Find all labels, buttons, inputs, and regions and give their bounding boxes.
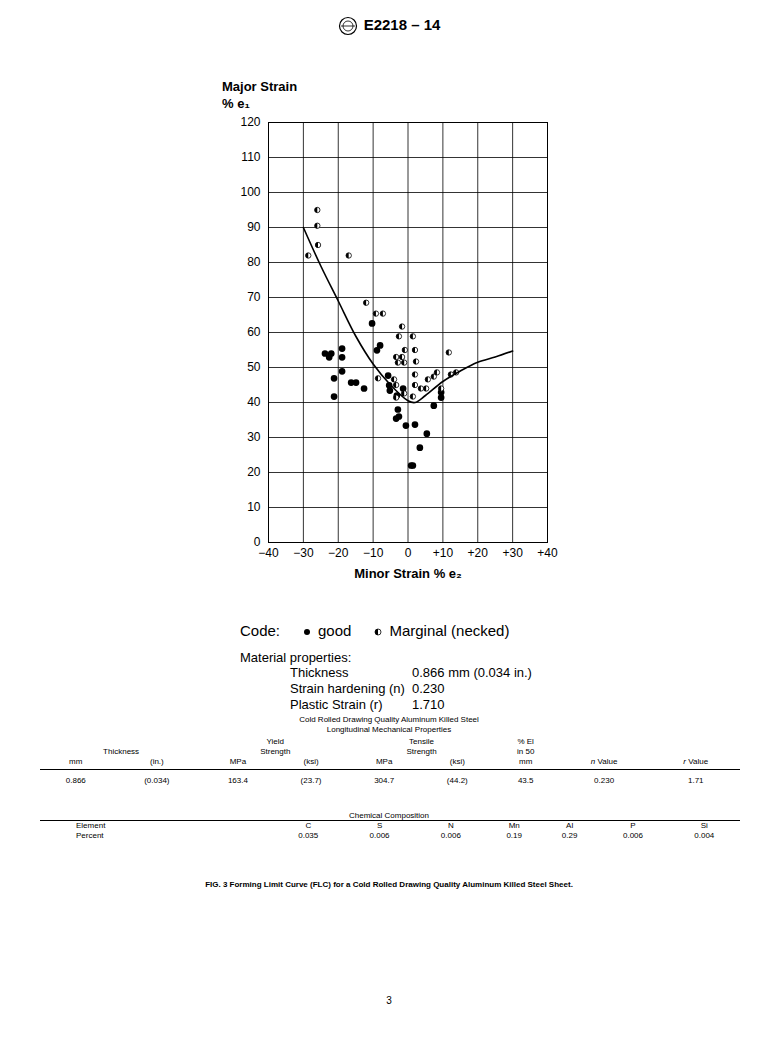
- html-text:N: N: [447, 821, 454, 830]
- html-text:Tensile: Tensile: [409, 737, 434, 746]
- html-text:0.006: 0.006: [440, 831, 461, 840]
- html-text:Yield: Yield: [266, 737, 284, 746]
- html-text:P: P: [630, 821, 636, 830]
- html-text:Chemical Composition: Chemical Composition: [349, 811, 429, 820]
- html-text:0.866 mm (0.034 in.): 0.866 mm (0.034 in.): [412, 665, 532, 680]
- html-text:304.7: 304.7: [374, 776, 395, 785]
- html-text:0.230: 0.230: [594, 776, 615, 785]
- svg-text:80: 80: [247, 255, 261, 269]
- svg-text:100: 100: [240, 185, 260, 199]
- html-text:Strain hardening (n): Strain hardening (n): [290, 681, 405, 696]
- html-text:0.006: 0.006: [369, 831, 390, 840]
- html-text:n Value: n Value: [590, 757, 618, 766]
- html-text:Al: Al: [566, 821, 574, 830]
- svg-text:110: 110: [241, 150, 260, 164]
- html-text:(23.7): (23.7): [300, 776, 322, 785]
- html-text:0.866: 0.866: [65, 776, 86, 785]
- svg-text:0: 0: [405, 546, 412, 560]
- html-text:0.006: 0.006: [623, 831, 643, 840]
- html-text:r Value: r Value: [683, 757, 709, 766]
- html-text:Plastic Strain (r): Plastic Strain (r): [290, 697, 383, 712]
- svg-text:10: 10: [247, 500, 261, 514]
- html-text:Code:: Code:: [240, 622, 280, 639]
- svg-text:+40: +40: [537, 546, 558, 560]
- html-text:3: 3: [386, 995, 392, 1006]
- html-text:Marginal (necked): Marginal (necked): [389, 622, 510, 639]
- html-text:Longitudinal Mechanical Proper: Longitudinal Mechanical Properties: [326, 725, 452, 734]
- html-text:(44.2): (44.2): [446, 776, 468, 785]
- svg-text:50: 50: [247, 360, 261, 374]
- html-text:Strength: Strength: [406, 747, 437, 756]
- svg-text:0: 0: [253, 535, 261, 550]
- html-text:Mn: Mn: [508, 821, 520, 830]
- html-text:Strength: Strength: [260, 747, 291, 756]
- html-text:mm: mm: [69, 757, 83, 766]
- svg-text:40: 40: [247, 395, 261, 409]
- html-text:163.4: 163.4: [227, 776, 248, 785]
- html-text:0.035: 0.035: [298, 831, 319, 840]
- html-text:0.230: 0.230: [412, 681, 445, 696]
- html-text:Si: Si: [700, 821, 708, 830]
- html-text:(ksi): (ksi): [449, 757, 465, 766]
- svg-text:+30: +30: [502, 546, 523, 560]
- html-text:% El: % El: [517, 737, 534, 746]
- html-text:FIG. 3 Forming Limit Curve (FL: FIG. 3 Forming Limit Curve (FLC) for a C…: [205, 880, 573, 889]
- html-text:Minor Strain % e₂: Minor Strain % e₂: [354, 566, 462, 581]
- svg-text:70: 70: [247, 290, 261, 304]
- html-text:S: S: [376, 821, 383, 830]
- html-text:0.004: 0.004: [694, 831, 715, 840]
- html-text:Thickness: Thickness: [290, 665, 349, 680]
- html-text:(in.): (in.): [150, 757, 164, 766]
- html-text:0.19: 0.19: [506, 831, 522, 840]
- svg-text:60: 60: [247, 325, 261, 339]
- html-text:mm: mm: [519, 757, 533, 766]
- svg-text:90: 90: [247, 220, 261, 234]
- svg-text:−30: −30: [293, 546, 314, 560]
- html-text:1.710: 1.710: [412, 697, 445, 712]
- html-text:Element: Element: [76, 821, 106, 830]
- html-text:MPa: MPa: [229, 757, 247, 766]
- html-text:Cold Rolled Drawing Quality Al: Cold Rolled Drawing Quality Aluminum Kil…: [299, 715, 479, 724]
- html-text:Major Strain % e₁: Major Strain % e₁: [222, 79, 298, 111]
- svg-text:+10: +10: [433, 546, 454, 560]
- svg-text:20: 20: [247, 465, 261, 479]
- html-text:(0.034): (0.034): [144, 776, 170, 785]
- html-text:43.5: 43.5: [517, 776, 534, 785]
- svg-text:−10: −10: [363, 546, 384, 560]
- html-text:in 50: in 50: [517, 747, 535, 756]
- html-text:good: good: [318, 622, 352, 639]
- html-text:C: C: [305, 821, 312, 830]
- html-text:MPa: MPa: [376, 757, 393, 766]
- svg-text:30: 30: [247, 430, 261, 444]
- svg-text:120: 120: [240, 115, 260, 129]
- html-text:Percent: Percent: [76, 831, 104, 840]
- html-text:(ksi): (ksi): [303, 757, 319, 766]
- svg-text:−40: −40: [258, 546, 279, 560]
- html-text:Material properties:: Material properties:: [240, 650, 352, 665]
- svg-text:+20: +20: [468, 546, 489, 560]
- html-text:E2218 – 14: E2218 – 14: [363, 16, 441, 33]
- svg-text:−20: −20: [328, 546, 349, 560]
- html-text:Thickness: Thickness: [103, 747, 140, 756]
- html-text:1.71: 1.71: [688, 776, 704, 785]
- html-text:0.29: 0.29: [561, 831, 578, 840]
